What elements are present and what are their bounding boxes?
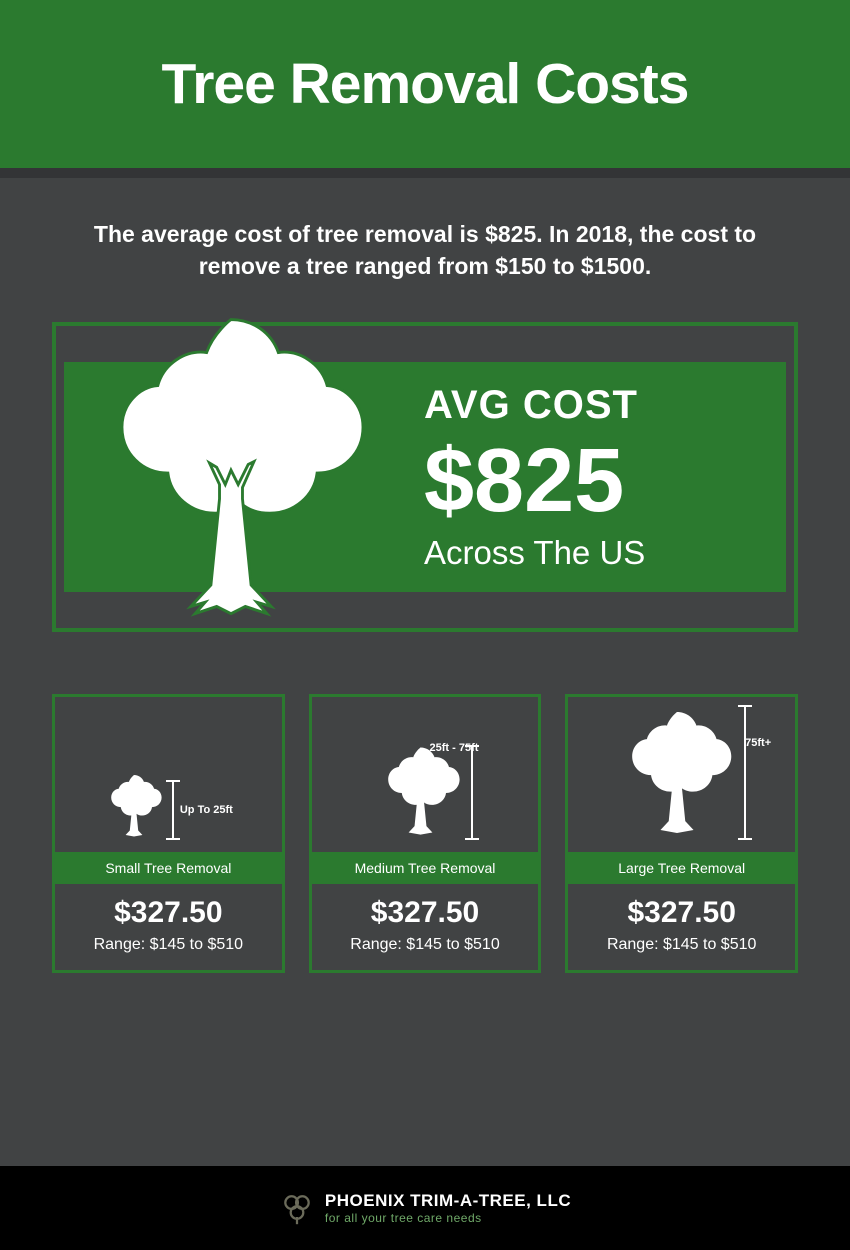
card-visual: 75ft+: [568, 697, 795, 852]
card-price: $327.50: [55, 884, 282, 936]
header: Tree Removal Costs: [0, 0, 850, 168]
avg-text-block: AVG COST $825 Across The US: [424, 383, 645, 572]
card-range: Range: $145 to $510: [312, 936, 539, 970]
card-name: Medium Tree Removal: [312, 852, 539, 884]
card-range: Range: $145 to $510: [55, 936, 282, 970]
tree-icon: [378, 740, 463, 840]
footer: PHOENIX TRIM-A-TREE, LLC for all your tr…: [0, 1166, 850, 1250]
avg-cost-box: AVG COST $825 Across The US: [52, 322, 798, 632]
measure-line: [471, 745, 473, 840]
card-name: Large Tree Removal: [568, 852, 795, 884]
card-price: $327.50: [312, 884, 539, 936]
height-label: 75ft+: [745, 737, 771, 749]
card-small: Up To 25ft Small Tree Removal $327.50 Ra…: [52, 694, 285, 973]
page-title: Tree Removal Costs: [162, 51, 689, 117]
height-label: Up To 25ft: [180, 804, 233, 816]
company-tagline: for all your tree care needs: [325, 1211, 571, 1225]
avg-label: AVG COST: [424, 383, 645, 428]
card-medium: 25ft - 75ft Medium Tree Removal $327.50 …: [309, 694, 542, 973]
avg-subtitle: Across The US: [424, 534, 645, 572]
cards-row: Up To 25ft Small Tree Removal $327.50 Ra…: [52, 694, 798, 973]
divider: [0, 168, 850, 178]
card-visual: Up To 25ft: [55, 697, 282, 852]
card-visual: 25ft - 75ft: [312, 697, 539, 852]
measure-line: [744, 705, 746, 840]
card-price: $327.50: [568, 884, 795, 936]
logo-icon: [279, 1190, 315, 1226]
avg-price: $825: [424, 436, 645, 526]
company-name: PHOENIX TRIM-A-TREE, LLC: [325, 1191, 571, 1211]
card-name: Small Tree Removal: [55, 852, 282, 884]
tree-icon: [86, 298, 376, 628]
height-label: 25ft - 75ft: [430, 742, 479, 754]
footer-text: PHOENIX TRIM-A-TREE, LLC for all your tr…: [325, 1191, 571, 1225]
tree-icon: [618, 702, 736, 840]
card-range: Range: $145 to $510: [568, 936, 795, 970]
tree-icon: [104, 770, 164, 840]
card-large: 75ft+ Large Tree Removal $327.50 Range: …: [565, 694, 798, 973]
measure-line: [172, 780, 174, 840]
intro-text: The average cost of tree removal is $825…: [60, 218, 790, 282]
